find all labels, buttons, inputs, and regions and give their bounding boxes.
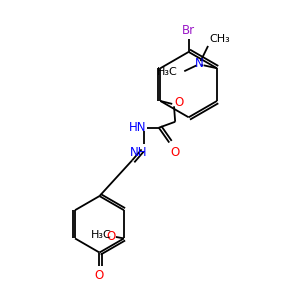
Text: NH: NH [130, 146, 148, 158]
Text: O: O [106, 230, 115, 243]
Text: HN: HN [129, 121, 146, 134]
Text: H₃C: H₃C [157, 67, 178, 77]
Text: N: N [195, 57, 203, 70]
Text: O: O [171, 146, 180, 159]
Text: CH₃: CH₃ [209, 34, 230, 44]
Text: O: O [95, 269, 104, 283]
Text: H₃C: H₃C [91, 230, 112, 241]
Text: Br: Br [182, 24, 195, 37]
Text: O: O [174, 96, 183, 109]
